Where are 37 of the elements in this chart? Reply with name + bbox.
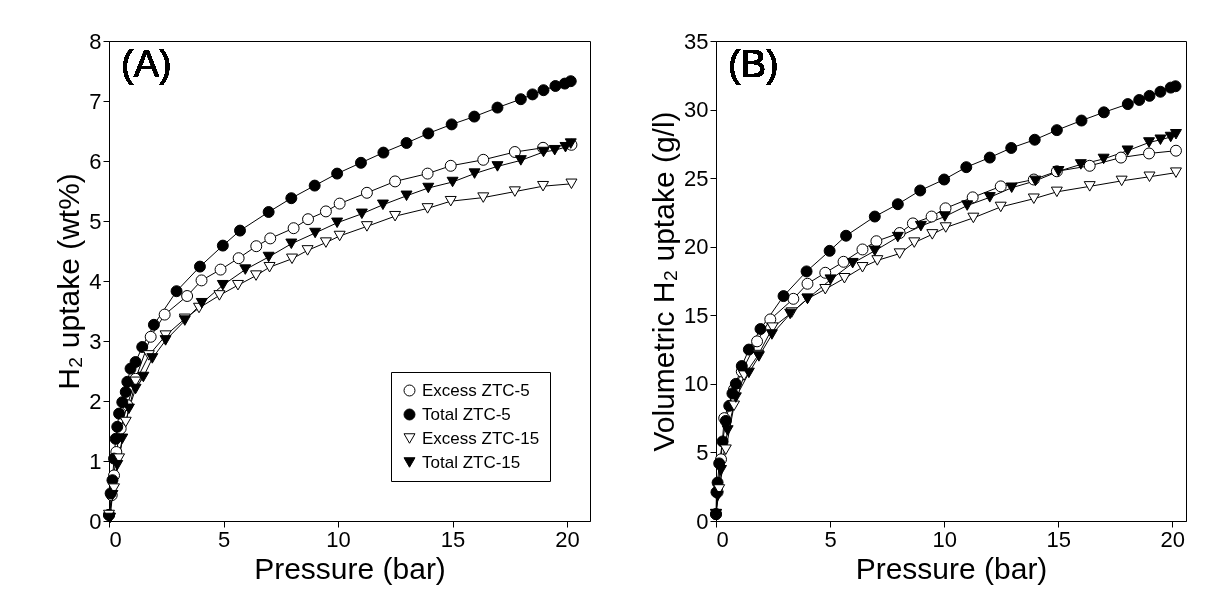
x-tick-label: 15 <box>1046 526 1071 552</box>
y-tick-label: 0 <box>696 508 709 534</box>
x-axis-title: Pressure (bar) <box>855 551 1048 585</box>
y-tick-label: 3 <box>89 328 102 354</box>
y-tick-label: 30 <box>684 97 709 123</box>
x-tick-label: 20 <box>1160 526 1186 552</box>
x-tick-label: 10 <box>932 526 957 552</box>
x-tick-label: 5 <box>824 526 837 552</box>
annotation: (A) <box>121 43 172 85</box>
y-tick-label: 5 <box>89 208 102 234</box>
y-tick-label: 5 <box>696 439 709 465</box>
legend-label: Total ZTC-5 <box>422 404 511 424</box>
x-axis-title: Pressure (bar) <box>254 551 446 585</box>
x-tick-label: 0 <box>109 526 122 552</box>
legend-label: Excess ZTC-5 <box>422 380 530 400</box>
x-tick-label: 10 <box>326 526 351 552</box>
annotation: (B) <box>728 43 779 85</box>
y-tick-label: 15 <box>684 302 709 328</box>
y-tick-label: 25 <box>684 165 709 191</box>
x-tick-label: 20 <box>555 526 580 552</box>
y-axis-title: H₂ uptake (wt%) <box>52 173 86 390</box>
y-tick-label: 1 <box>89 448 102 474</box>
y-tick-label: 4 <box>89 268 102 294</box>
y-tick-label: 20 <box>684 234 709 260</box>
y-tick-label: 35 <box>684 28 709 54</box>
y-tick-label: 7 <box>89 88 102 114</box>
x-tick-label: 0 <box>716 526 729 552</box>
y-tick-label: 10 <box>684 371 709 397</box>
y-tick-label: 8 <box>89 28 102 54</box>
legend-label: Excess ZTC-15 <box>422 428 540 448</box>
y-axis-title: Volumetric H₂ uptake (g/l) <box>647 111 681 452</box>
legend-label: Total ZTC-15 <box>422 452 521 472</box>
x-tick-label: 5 <box>217 526 231 552</box>
y-tick-label: 0 <box>89 508 102 534</box>
y-tick-label: 2 <box>89 388 102 414</box>
x-tick-label: 15 <box>440 526 466 552</box>
y-tick-label: 6 <box>89 148 102 174</box>
